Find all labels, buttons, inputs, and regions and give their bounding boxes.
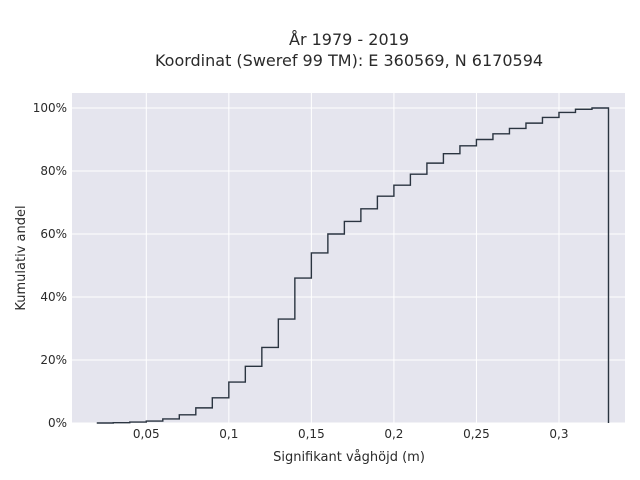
- series-layer: [96, 107, 610, 424]
- x-tick-label: 0,2: [384, 427, 403, 441]
- x-tick-label: 0,15: [298, 427, 325, 441]
- y-tick-label: 80%: [40, 164, 67, 178]
- y-tick-label: 20%: [40, 353, 67, 367]
- chart-subtitle: Koordinat (Sweref 99 TM): E 360569, N 61…: [155, 51, 543, 70]
- x-tick-label: 0,25: [463, 427, 490, 441]
- grid-layer: [72, 93, 625, 424]
- y-tick-label: 40%: [40, 290, 67, 304]
- plot-area: [72, 93, 625, 423]
- x-tick-label: 0,3: [549, 427, 568, 441]
- chart-title: År 1979 - 2019: [289, 30, 409, 49]
- x-axis-title: Signifikant våghöjd (m): [273, 450, 425, 465]
- x-tick-label: 0,05: [133, 427, 160, 441]
- ticks-layer: 0,05 0,1 0,15 0,2 0,25 0,3 0% 20% 40% 60% 80% 100%: [33, 101, 569, 441]
- y-tick-label: 100%: [33, 101, 67, 115]
- y-tick-label: 0%: [48, 416, 67, 430]
- x-tick-label: 0,1: [219, 427, 238, 441]
- y-axis-title: Kumulativ andel: [14, 205, 29, 310]
- cumulative-step-line: [96, 107, 610, 424]
- y-tick-label: 60%: [40, 227, 67, 241]
